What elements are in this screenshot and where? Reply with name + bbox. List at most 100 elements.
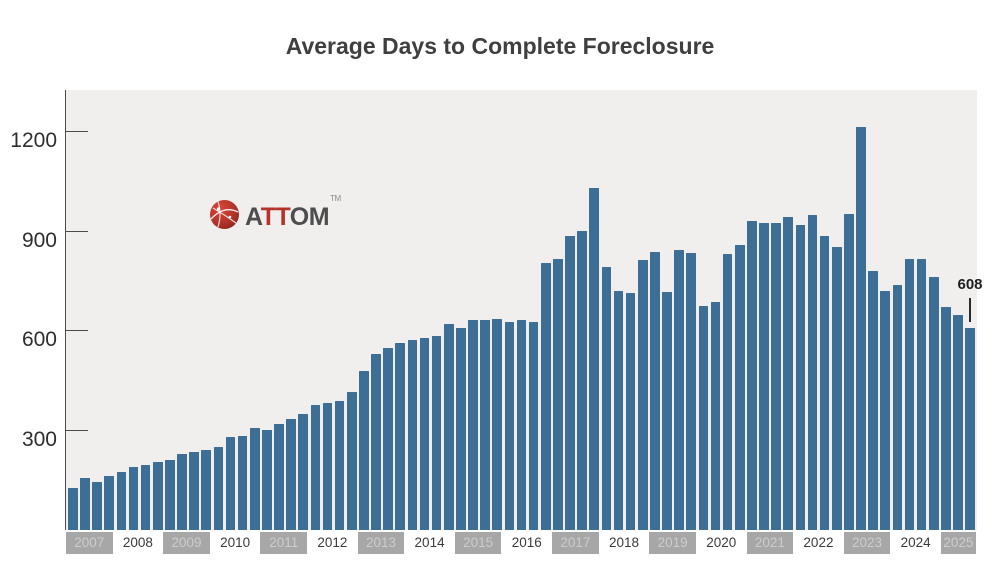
bar-q10 bbox=[189, 451, 199, 530]
bar-q8 bbox=[165, 459, 175, 530]
bar-q4 bbox=[116, 471, 127, 530]
bar-q60 bbox=[795, 225, 806, 530]
bar-q39 bbox=[540, 262, 551, 530]
bar-q41 bbox=[565, 236, 575, 530]
year-label-2023: 2023 bbox=[843, 532, 891, 554]
bar-q7 bbox=[152, 461, 163, 530]
bar-q24 bbox=[359, 371, 369, 530]
y-tick-label-300: 300 bbox=[21, 428, 57, 452]
annotation-pointer-line bbox=[969, 298, 971, 322]
attom-globe-icon bbox=[209, 199, 240, 235]
bar-q48 bbox=[650, 252, 660, 530]
bar-q33 bbox=[468, 320, 478, 530]
bar-q35 bbox=[492, 319, 503, 530]
y-tick-mark-300 bbox=[65, 430, 88, 432]
plot-area: 1200 900 600 300 bbox=[10, 90, 983, 530]
bar-q53 bbox=[710, 302, 721, 530]
year-label-2014: 2014 bbox=[414, 535, 445, 550]
year-label-2008: 2008 bbox=[122, 535, 153, 550]
bar-q52 bbox=[698, 306, 709, 530]
bar-q70 bbox=[916, 258, 927, 530]
bar-q71 bbox=[928, 276, 939, 530]
bar-q49 bbox=[662, 291, 672, 530]
bar-q23 bbox=[346, 392, 357, 530]
x-axis-year-labels: 2007 2008 2009 2010 2011 2012 2013 2014 2015 2016… bbox=[65, 532, 977, 554]
bar-q22 bbox=[334, 401, 345, 530]
bar-q74 bbox=[965, 327, 975, 530]
bar-q66 bbox=[868, 271, 878, 530]
y-tick-mark-1200 bbox=[65, 130, 88, 132]
bar-q55 bbox=[734, 244, 745, 530]
bar-q20 bbox=[310, 405, 321, 530]
bar-q2 bbox=[92, 482, 102, 530]
bar-q68 bbox=[892, 285, 903, 530]
bar-q38 bbox=[528, 322, 539, 530]
bar-q21 bbox=[322, 402, 333, 530]
year-label-2017: 2017 bbox=[552, 532, 599, 554]
bar-q6 bbox=[140, 465, 151, 530]
bar-q27 bbox=[395, 342, 406, 530]
bar-q36 bbox=[504, 322, 515, 530]
year-label-2015: 2015 bbox=[454, 532, 502, 554]
bar-q13 bbox=[225, 436, 236, 530]
bar-q19 bbox=[298, 414, 309, 530]
bar-q64 bbox=[844, 214, 854, 530]
bar-q59 bbox=[783, 217, 794, 530]
bar-series bbox=[66, 90, 977, 530]
y-tick-mark-600 bbox=[65, 330, 88, 332]
year-label-2011: 2011 bbox=[260, 532, 308, 554]
attom-logo: ATTOMTM bbox=[209, 194, 341, 235]
year-label-2021: 2021 bbox=[746, 532, 794, 554]
bar-q69 bbox=[904, 258, 915, 530]
bar-q50 bbox=[674, 250, 684, 530]
year-label-2007: 2007 bbox=[66, 532, 113, 554]
bar-q54 bbox=[722, 253, 733, 530]
y-tick-label-1200: 1200 bbox=[10, 128, 57, 152]
bar-q45 bbox=[613, 290, 624, 530]
wordmark-a: A bbox=[245, 202, 261, 231]
year-label-2012: 2012 bbox=[317, 535, 348, 550]
bar-q44 bbox=[601, 266, 612, 530]
bar-q42 bbox=[577, 231, 587, 530]
bar-q25 bbox=[371, 354, 381, 530]
wordmark-om: OM bbox=[289, 202, 330, 231]
bar-q34 bbox=[480, 320, 490, 530]
bar-q28 bbox=[407, 339, 418, 530]
bar-q9 bbox=[177, 453, 187, 530]
year-label-2020: 2020 bbox=[706, 535, 737, 550]
year-label-2016: 2016 bbox=[511, 535, 542, 550]
bar-q61 bbox=[807, 214, 818, 530]
bar-q32 bbox=[456, 328, 466, 530]
bar-q67 bbox=[880, 290, 891, 530]
bar-q16 bbox=[262, 430, 272, 530]
bar-q18 bbox=[286, 418, 296, 530]
bar-q51 bbox=[686, 252, 697, 530]
bar-q3 bbox=[104, 476, 115, 530]
bar-q1 bbox=[80, 477, 90, 530]
attom-wordmark: ATTOMTM bbox=[245, 194, 341, 232]
year-label-2019: 2019 bbox=[649, 532, 696, 554]
year-label-2025: 2025 bbox=[940, 532, 976, 554]
bar-q0 bbox=[68, 488, 78, 530]
y-tick-mark-900 bbox=[65, 230, 88, 232]
bar-q46 bbox=[625, 292, 636, 530]
bar-q26 bbox=[383, 348, 393, 530]
year-label-2009: 2009 bbox=[163, 532, 210, 554]
bar-q15 bbox=[249, 427, 260, 530]
wordmark-tt: TT bbox=[260, 202, 291, 231]
y-tick-label-600: 600 bbox=[21, 328, 57, 352]
chart-title: Average Days to Complete Foreclosure bbox=[285, 33, 715, 59]
year-label-2018: 2018 bbox=[608, 535, 640, 550]
bar-q37 bbox=[516, 320, 527, 530]
bar-q47 bbox=[637, 260, 648, 530]
year-label-2013: 2013 bbox=[357, 532, 405, 554]
bar-q14 bbox=[237, 436, 248, 530]
year-label-2010: 2010 bbox=[220, 535, 251, 550]
bar-q5 bbox=[128, 466, 139, 530]
last-value-label: 608 bbox=[957, 276, 983, 293]
bar-q40 bbox=[553, 259, 563, 530]
bar-q17 bbox=[274, 423, 284, 530]
bar-q11 bbox=[201, 450, 212, 530]
bar-q43 bbox=[589, 188, 600, 530]
